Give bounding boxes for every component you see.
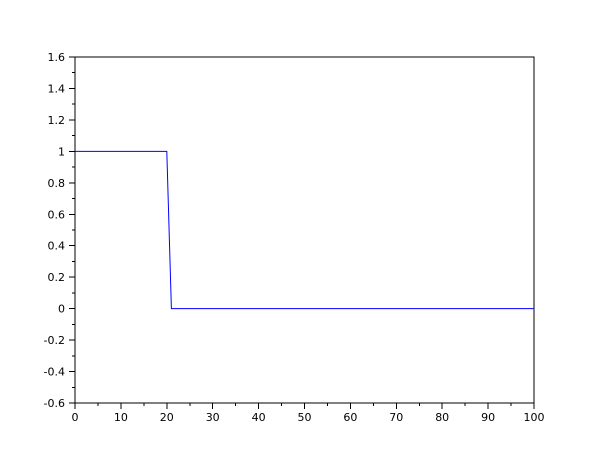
x-tick-label: 100 [524, 411, 545, 424]
x-tick-label: 10 [114, 411, 128, 424]
y-tick-label: 1.2 [48, 114, 66, 127]
y-tick-label: 0.4 [48, 240, 66, 253]
y-tick-label: 0.2 [48, 271, 66, 284]
y-tick-label: 1.6 [48, 51, 66, 64]
x-tick-label: 0 [72, 411, 79, 424]
y-tick-label: 0.6 [48, 208, 66, 221]
y-tick-label: -0.4 [44, 366, 65, 379]
x-tick-label: 50 [298, 411, 312, 424]
plot-box [74, 56, 535, 404]
y-tick-label: 0 [58, 303, 65, 316]
x-tick-label: 70 [389, 411, 403, 424]
series-layer [75, 150, 534, 310]
axes-layer: 0 10 20 30 40 50 60 70 80 90 100 -0.6 -0.4 -0.2 0 0.2 0.… [44, 51, 545, 424]
y-tick-label: -0.6 [44, 397, 65, 410]
y-tick-label: -0.2 [44, 334, 65, 347]
y-tick-label: 0.8 [48, 177, 66, 190]
x-tick-label: 40 [252, 411, 266, 424]
x-tick-label: 80 [435, 411, 449, 424]
x-tick-label: 20 [160, 411, 174, 424]
x-tick-label: 90 [481, 411, 495, 424]
y-tick-label: 1 [58, 145, 65, 158]
y-tick-label: 1.4 [48, 82, 66, 95]
series-step-function [75, 150, 534, 310]
x-tick-label: 60 [343, 411, 357, 424]
x-tick-label: 30 [206, 411, 220, 424]
